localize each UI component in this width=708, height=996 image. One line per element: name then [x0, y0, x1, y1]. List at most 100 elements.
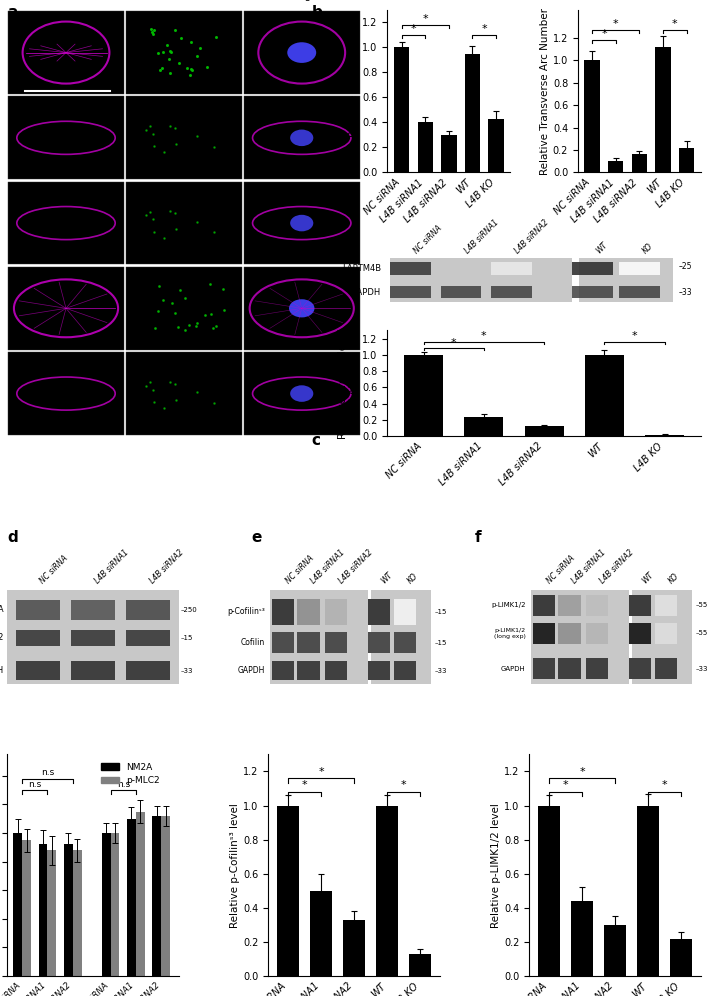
Bar [325, 599, 347, 624]
Text: –15: –15 [435, 609, 447, 615]
Bar [272, 599, 294, 624]
Text: WT: WT [594, 240, 610, 255]
Text: *: * [423, 14, 428, 24]
Text: KO: KO [641, 241, 656, 255]
Text: *: * [662, 780, 668, 790]
Text: *: * [672, 19, 678, 29]
Bar [632, 154, 647, 172]
Bar [572, 262, 613, 275]
Text: –55: –55 [696, 630, 708, 636]
Ellipse shape [290, 215, 314, 231]
Bar [394, 599, 416, 624]
Text: Merge: Merge [285, 0, 318, 1]
Bar [655, 623, 677, 643]
Bar [655, 595, 677, 616]
Bar [532, 623, 555, 643]
Bar [559, 623, 581, 643]
Text: *: * [318, 767, 324, 777]
Bar [394, 48, 409, 172]
Bar [13, 833, 22, 976]
Text: WT: WT [379, 571, 394, 586]
Text: LAPTM4B: LAPTM4B [160, 0, 208, 1]
Text: *: * [481, 331, 486, 341]
Bar [325, 632, 347, 652]
Bar [620, 287, 660, 298]
Text: *: * [401, 780, 406, 790]
Bar [620, 262, 660, 275]
Text: L4B siRNA2: L4B siRNA2 [598, 549, 635, 586]
Bar [465, 54, 480, 172]
Bar [632, 591, 692, 683]
Text: *: * [411, 24, 416, 34]
Text: n.s: n.s [41, 768, 54, 777]
Text: GAPDH: GAPDH [0, 666, 4, 675]
Bar [367, 599, 390, 624]
Bar [586, 595, 608, 616]
Bar [64, 845, 73, 976]
Bar [404, 355, 443, 436]
Text: p-MLC2: p-MLC2 [0, 633, 4, 642]
Bar [391, 258, 572, 302]
Bar [440, 262, 481, 275]
Text: *: * [601, 29, 607, 39]
Bar [71, 600, 115, 621]
Text: LAPTM4B: LAPTM4B [342, 264, 381, 273]
Text: Cofilin: Cofilin [241, 638, 265, 647]
Ellipse shape [290, 129, 314, 146]
Text: L4B siRNA1: L4B siRNA1 [571, 549, 608, 586]
Text: –250: –250 [181, 607, 198, 613]
Bar [270, 591, 367, 683]
Bar [343, 919, 365, 976]
Bar [491, 287, 532, 298]
Bar [376, 806, 398, 976]
Bar [325, 661, 347, 680]
Text: e: e [251, 530, 262, 545]
Bar [367, 661, 390, 680]
Bar [608, 161, 624, 172]
Text: NC siRNA: NC siRNA [413, 224, 444, 255]
Bar [391, 262, 431, 275]
Bar [585, 355, 624, 436]
Bar [297, 661, 319, 680]
Bar [71, 630, 115, 646]
Bar [22, 841, 31, 976]
Y-axis label: Relative Cell Area: Relative Cell Area [350, 45, 360, 137]
Text: a: a [7, 5, 18, 20]
Y-axis label: Relative protein level
of LAPTM4B: Relative protein level of LAPTM4B [338, 328, 360, 438]
Bar [464, 417, 503, 436]
Bar [127, 819, 136, 976]
Bar [102, 833, 110, 976]
Bar [605, 925, 626, 976]
Bar [125, 630, 170, 646]
Text: L4B siRNA1: L4B siRNA1 [93, 549, 130, 586]
Ellipse shape [290, 385, 314, 401]
Text: GAPDH: GAPDH [237, 666, 265, 675]
Text: –33: –33 [696, 665, 708, 671]
Text: NM2A: NM2A [0, 606, 4, 615]
Y-axis label: Relative p-Cofilinˢ³ level: Relative p-Cofilinˢ³ level [230, 803, 240, 927]
Text: L4B siRNA2: L4B siRNA2 [513, 218, 550, 255]
Text: –33: –33 [181, 667, 193, 673]
Text: p-LIMK1/2
(long exp): p-LIMK1/2 (long exp) [494, 627, 526, 638]
Ellipse shape [287, 42, 316, 63]
Text: –33: –33 [679, 288, 692, 297]
Bar [578, 258, 673, 302]
Text: c: c [312, 433, 321, 448]
Bar [637, 806, 659, 976]
Text: GAPDH: GAPDH [501, 665, 526, 671]
Bar [572, 287, 613, 298]
Bar [136, 812, 144, 976]
Bar [629, 595, 651, 616]
Text: NC siRNA: NC siRNA [544, 554, 576, 586]
Bar [278, 806, 299, 976]
Bar [655, 658, 677, 679]
Bar [670, 938, 692, 976]
Bar [371, 591, 431, 683]
Text: NC siRNA: NC siRNA [284, 554, 315, 586]
Legend: NM2A, p-MLC2: NM2A, p-MLC2 [98, 759, 164, 789]
Y-axis label: Relative p-LIMK1/2 level: Relative p-LIMK1/2 level [491, 803, 501, 927]
Bar [297, 599, 319, 624]
Text: d: d [7, 530, 18, 545]
Bar [679, 147, 695, 172]
Text: *: * [451, 338, 457, 348]
